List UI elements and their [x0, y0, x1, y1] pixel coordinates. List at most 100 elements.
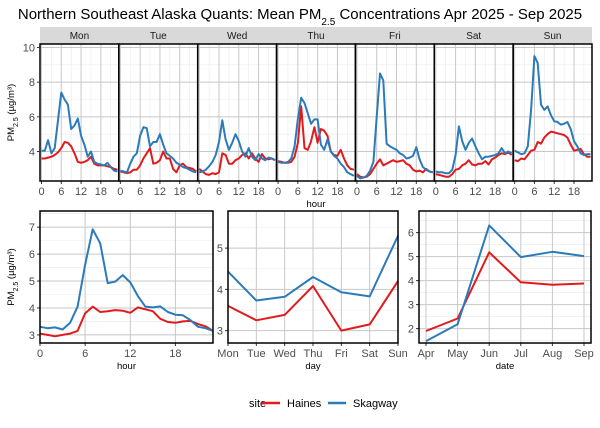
series-line-haines — [425, 251, 585, 332]
series-line-skagway — [198, 119, 276, 174]
panel-border — [512, 43, 593, 182]
facet-wed: Wed 0 6 12 18 — [196, 31, 278, 198]
x-tick-label: 18 — [410, 186, 422, 198]
x-tick-label: 0 — [512, 186, 518, 198]
x-tick-label: 6 — [58, 186, 64, 198]
series-line-skagway — [39, 228, 214, 332]
y-tick-label: 2 — [408, 324, 414, 336]
x-tick-label: 6 — [531, 186, 537, 198]
y-tick-label: 5 — [408, 252, 414, 264]
series-line-haines — [227, 280, 399, 332]
x-axis-label: hour — [306, 199, 325, 210]
figure-title: Northern Southeast Alaska Quants: Mean P… — [18, 6, 582, 28]
legend: site Haines Skagway — [249, 398, 398, 410]
series-line-haines — [198, 152, 276, 176]
series-line-skagway — [41, 91, 118, 173]
y-tick-label: 10 — [23, 42, 35, 54]
x-tick-label: 6 — [374, 186, 380, 198]
y-tick-label: 6 — [29, 112, 35, 124]
x-tick-label: Jul — [514, 348, 528, 360]
y-tick-label: 6 — [29, 249, 35, 261]
strip-label: Sat — [466, 31, 481, 42]
y-tick-label: 4 — [408, 276, 414, 288]
x-tick-label: 12 — [312, 186, 324, 198]
x-tick-label: 12 — [469, 186, 481, 198]
x-tick-label: Wed — [273, 348, 295, 360]
y-tick-label: 3 — [29, 330, 35, 342]
x-tick-label: 18 — [489, 186, 501, 198]
panel-border — [418, 210, 592, 344]
x-tick-label: 18 — [174, 186, 186, 198]
x-tick-label: 12 — [124, 348, 136, 360]
x-axis-label: date — [496, 361, 515, 372]
series-line-skagway — [356, 72, 434, 180]
x-tick-label: Apr — [417, 348, 434, 360]
x-tick-label: 12 — [548, 186, 560, 198]
x-tick-label: 12 — [233, 186, 245, 198]
x-tick-label: 0 — [433, 186, 439, 198]
x-tick-label: 12 — [75, 186, 87, 198]
y-axis-label: PM2.5 (µg/m³) — [6, 84, 20, 141]
series-line-haines — [356, 158, 434, 179]
x-tick-label: Tue — [247, 348, 266, 360]
facet-sun: Sun 0 6 12 18 — [512, 31, 593, 198]
series-line-haines — [435, 151, 513, 178]
x-tick-label: Aug — [543, 348, 563, 360]
x-tick-label: 6 — [295, 186, 301, 198]
x-tick-label: 0 — [354, 186, 360, 198]
series-line-haines — [120, 147, 197, 175]
y-axis-label: PM2.5 (µg/m³) — [6, 248, 20, 305]
x-tick-label: 18 — [331, 186, 343, 198]
series-line-skagway — [435, 125, 513, 175]
x-tick-label: Jun — [480, 348, 498, 360]
strip-label: Tue — [150, 31, 167, 42]
y-tick-label: 5 — [29, 276, 35, 288]
x-tick-label: 0 — [37, 348, 43, 360]
y-tick-label: 8 — [29, 77, 35, 89]
x-tick-label: 6 — [82, 348, 88, 360]
y-tick-label: 6 — [408, 228, 414, 240]
y-tick-label: 3 — [408, 300, 414, 312]
x-tick-label: Sun — [388, 348, 408, 360]
strip-background — [40, 27, 592, 44]
legend-label-haines: Haines — [287, 398, 322, 410]
panel-border — [39, 210, 214, 344]
x-tick-label: 0 — [275, 186, 281, 198]
x-tick-label: Fri — [335, 348, 348, 360]
hour-panel: 3 4 5 6 7 0 6 12 18 hour PM2.5 (µg/m³) — [6, 210, 214, 372]
x-tick-label: Sep — [574, 348, 594, 360]
facet-thu: Thu 0 6 12 18 — [275, 31, 357, 198]
y-tick-label: 7 — [29, 222, 35, 234]
x-tick-label: 18 — [568, 186, 580, 198]
x-tick-label: 18 — [252, 186, 264, 198]
series-line-skagway — [227, 235, 399, 302]
series-line-skagway — [120, 126, 197, 174]
panel-border — [227, 210, 399, 344]
x-axis-label: hour — [117, 361, 136, 372]
x-tick-label: 6 — [216, 186, 222, 198]
y-tick-label: 4 — [29, 147, 35, 159]
x-tick-label: 18 — [95, 186, 107, 198]
strip-label: Fri — [389, 31, 401, 42]
legend-label-skagway: Skagway — [353, 398, 398, 410]
series-line-haines — [514, 130, 591, 163]
facet-sat: Sat 0 6 12 18 — [433, 31, 514, 198]
x-tick-label: 0 — [117, 186, 123, 198]
y-tick-label: 4 — [29, 303, 35, 315]
hour-by-weekday-panel: Mon 0 6 12 18 Tue 0 6 12 18 Wed 0 6 12 18 Thu 0 6 12 18 Fri 0… — [6, 27, 593, 210]
date-panel: 2 3 4 5 6 Apr May Jun Jul Aug Sep date — [408, 210, 594, 372]
facet-mon: Mon 0 6 12 18 — [38, 31, 120, 198]
x-tick-label: 18 — [169, 348, 181, 360]
series-line-skagway — [425, 224, 585, 342]
x-tick-label: 12 — [154, 186, 166, 198]
strip-label: Mon — [70, 31, 89, 42]
x-tick-label: 0 — [196, 186, 202, 198]
strip-label: Sun — [544, 31, 562, 42]
x-tick-label: May — [447, 348, 468, 360]
series-line-haines — [41, 141, 118, 171]
series-line-skagway — [277, 96, 355, 177]
facet-fri: Fri 0 6 12 18 — [354, 31, 436, 198]
legend-title: site — [249, 398, 266, 410]
day-panel: 3 4 5 Mon Tue Wed Thu Fri Sat Sun day — [217, 210, 408, 372]
